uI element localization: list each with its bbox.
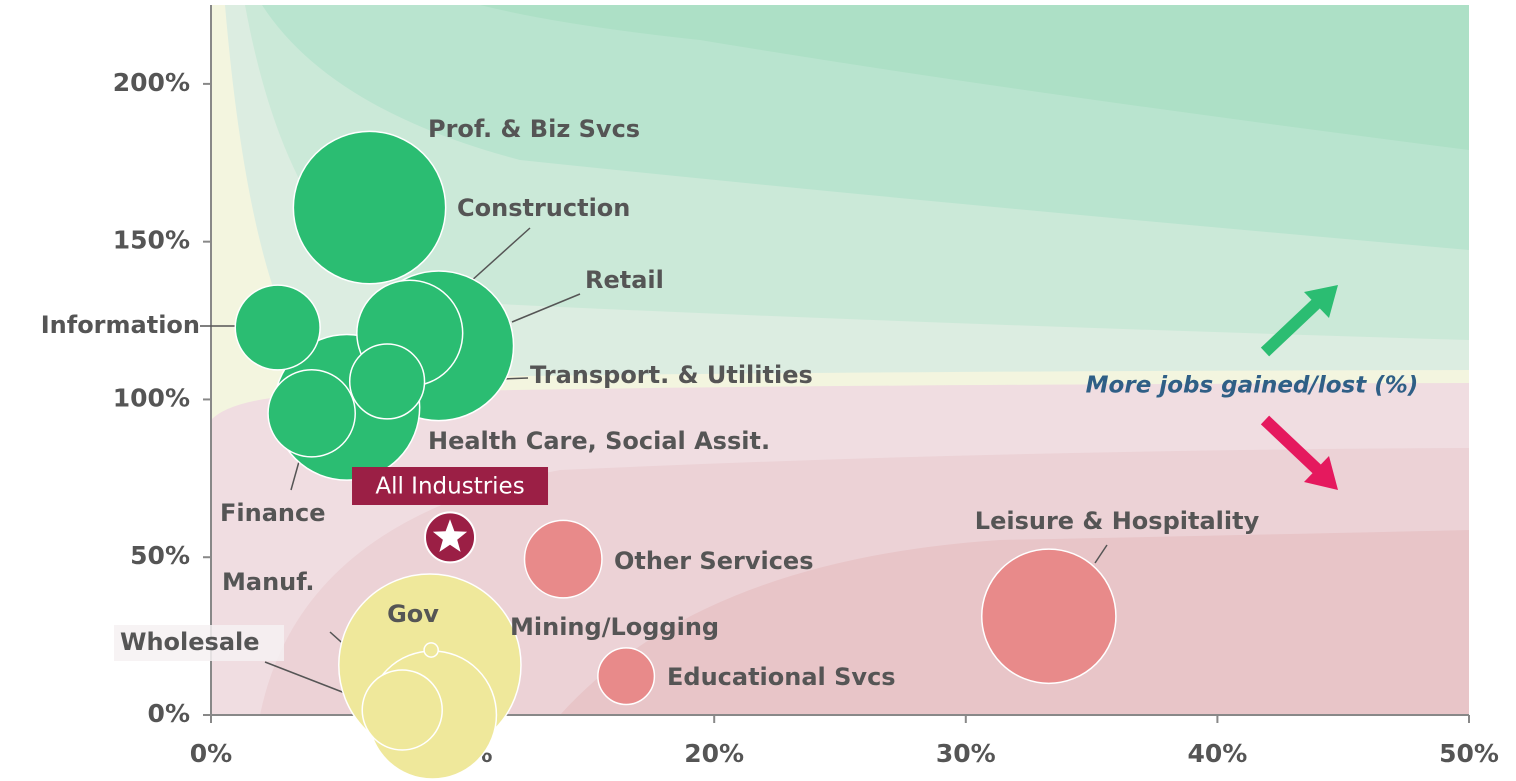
x-tick-label: 50% [1439,739,1499,768]
highlight-label-bg [352,467,549,505]
bubble [980,548,1117,685]
bubble [348,343,426,420]
bubble [423,642,439,658]
y-tick-label: 0% [148,699,190,728]
bubble-label: Information [41,311,200,339]
y-tick-label: 50% [130,541,190,570]
highlight-label: All Industries [375,474,524,500]
x-tick-label: 40% [1187,739,1247,768]
bubbles [234,130,1117,780]
bubble-label: Gov [387,600,439,628]
bubble-label: Construction [457,194,630,222]
x-tick-label: 0% [190,739,232,768]
star-icon [432,519,468,552]
bubble-label: Leisure & Hospitality [975,507,1260,535]
bubble [523,519,603,599]
annotation: More jobs gained/lost (%) [1086,373,1419,399]
bubble-label: Manuf. [222,568,315,596]
bubble-label: Transport. & Utilities [530,361,813,389]
bubble-label: Educational Svcs [667,663,896,691]
bubble [361,669,443,751]
y-tick-label: 100% [113,383,190,412]
label-bg [114,625,284,661]
bubble [234,284,321,371]
bubble-label: Finance [220,499,326,527]
bubble-label: Retail [585,266,664,294]
bubble-label: Mining/Logging [510,613,719,641]
arrows [1260,285,1338,490]
bubble-label: Health Care, Social Assit. [428,427,770,455]
bubble [267,368,356,458]
x-tick-label: 30% [936,739,996,768]
bubble-label: Wholesale [120,628,260,656]
x-tick-label: 20% [684,739,744,768]
bubble [292,130,447,285]
y-tick-label: 200% [113,68,190,97]
bubble-label: Other Services [614,547,814,575]
bubble-label: Prof. & Biz Svcs [428,115,640,143]
y-tick-label: 150% [113,226,190,255]
bubble [597,647,656,706]
